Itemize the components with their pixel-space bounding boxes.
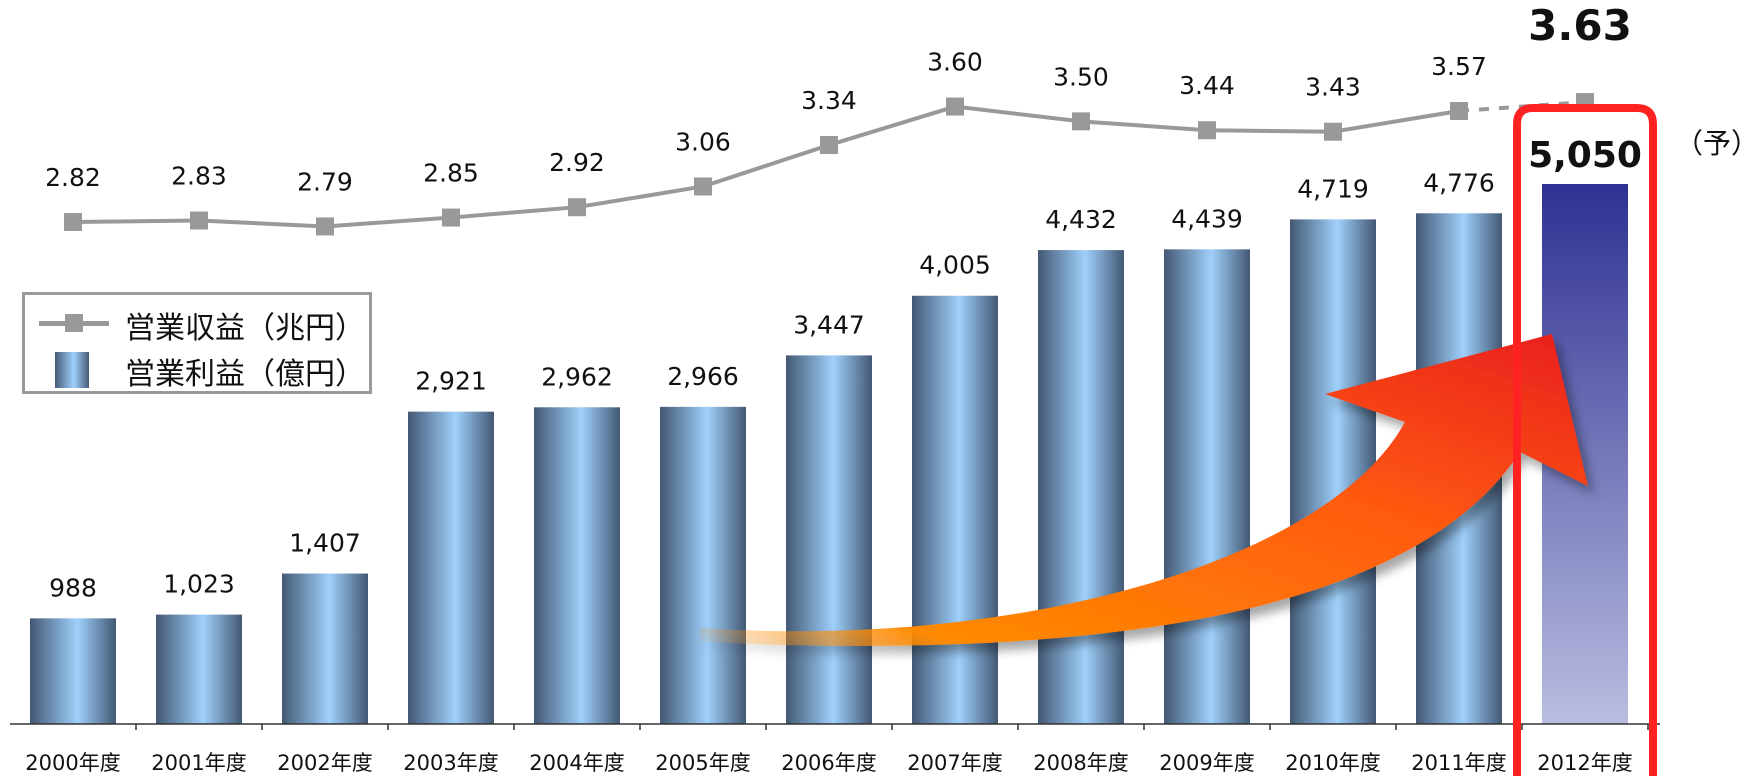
x-tick-label: 2001年度: [151, 751, 246, 775]
bar-value-label: 4,719: [1297, 174, 1369, 203]
legend: 営業収益（兆円） 営業利益（億円）: [22, 292, 372, 394]
bar-value-label: 3,447: [793, 310, 865, 339]
line-point-2008年度: [1072, 112, 1090, 131]
legend-bar-swatch: [55, 352, 89, 388]
bar-2007年度: [912, 295, 998, 724]
bar-2000年度: [30, 618, 116, 724]
line-value-label: 2.82: [45, 163, 101, 192]
legend-label-profit: 営業利益（億円）: [125, 357, 365, 392]
x-tick-label: 2009年度: [1159, 751, 1254, 775]
line-value-label: 3.57: [1431, 52, 1487, 81]
line-value-label: 3.60: [927, 48, 983, 77]
line-value-label: 3.63: [1528, 1, 1632, 50]
line-point-2011年度: [1450, 102, 1468, 120]
line-series: 2.82 2.83 2.79 2.85 2.92 3.06 3.34 3.60 3.50 3.44…: [45, 1, 1632, 236]
x-tick-label: 2005年度: [655, 751, 750, 775]
line-point-2003年度: [442, 208, 460, 227]
line-value-label: 3.44: [1179, 71, 1235, 100]
forecast-frame: [1513, 104, 1657, 776]
bar-value-label: 4,432: [1045, 205, 1117, 234]
line-point-2001年度: [190, 211, 208, 230]
bar-2004年度: [534, 407, 620, 724]
line-point-2007年度: [946, 97, 964, 116]
x-tick-label: 2003年度: [403, 751, 498, 775]
bar-value-label: 1,407: [289, 529, 361, 558]
line-value-label: 3.06: [675, 127, 731, 156]
bar-2006年度: [786, 355, 872, 724]
x-tick-label: 2007年度: [907, 751, 1002, 775]
line-value-label: 3.43: [1305, 73, 1361, 102]
bar-2001年度: [156, 614, 242, 724]
trend-arrow: [700, 334, 1588, 646]
line-value-label: 2.79: [297, 167, 353, 196]
line-point-2004年度: [568, 198, 586, 217]
bar-2003年度: [408, 411, 494, 724]
x-tick-label: 2010年度: [1285, 751, 1380, 775]
bar-2008年度: [1038, 250, 1124, 724]
line-value-label: 2.92: [549, 148, 605, 177]
x-tick-label: 2002年度: [277, 751, 372, 775]
forecast-note: （予）: [1675, 127, 1741, 160]
legend-marker-swatch: [65, 314, 83, 332]
x-axis: 2000年度 2001年度 2002年度 2003年度 2004年度 2005年度 2006…: [10, 723, 1660, 775]
line-point-2010年度: [1324, 122, 1342, 141]
x-tick-label: 2004年度: [529, 751, 624, 775]
bar-value-label: 4,776: [1423, 168, 1495, 197]
line-value-label: 2.83: [171, 162, 227, 191]
bar-value-label: 5,050: [1528, 135, 1642, 176]
line-point-2005年度: [694, 177, 712, 196]
bar-value-label: 988: [49, 573, 97, 602]
line-point-2009年度: [1198, 121, 1216, 140]
legend-label-revenue: 営業収益（兆円）: [125, 311, 365, 346]
x-tick-label: 2006年度: [781, 751, 876, 775]
x-tick-label: 2012年度: [1537, 751, 1632, 775]
bar-series: 988 1,023 1,407 2,921 2,962 2,966 3,447 4,005 4,…: [30, 135, 1642, 725]
forecast-highlight: [1513, 104, 1657, 776]
x-tick-label: 2011年度: [1411, 751, 1506, 775]
bar-2010年度: [1290, 219, 1376, 725]
bar-value-label: 2,962: [541, 362, 613, 391]
growth-arrow: [700, 334, 1588, 646]
line-point-2002年度: [316, 217, 334, 236]
line-value-label: 2.85: [423, 159, 479, 188]
bar-value-label: 4,005: [919, 251, 991, 280]
bar-2005年度: [660, 406, 746, 724]
bar-value-label: 2,966: [667, 362, 739, 391]
bar-value-label: 1,023: [163, 570, 235, 599]
line-value-label: 3.34: [801, 86, 857, 115]
bar-2002年度: [282, 573, 368, 724]
line-point-2000年度: [64, 213, 82, 231]
x-tick-label: 2000年度: [25, 751, 120, 775]
x-tick-label: 2008年度: [1033, 751, 1128, 775]
legend-item-revenue: 営業収益（兆円）: [25, 301, 369, 346]
bar-value-label: 2,921: [415, 367, 487, 396]
legend-item-profit: 営業利益（億円）: [25, 347, 369, 392]
bar-value-label: 4,439: [1171, 204, 1243, 233]
bar-2009年度: [1164, 249, 1250, 724]
line-value-label: 3.50: [1053, 62, 1109, 91]
revenue-line: [72, 104, 1460, 229]
line-point-2006年度: [820, 136, 838, 155]
